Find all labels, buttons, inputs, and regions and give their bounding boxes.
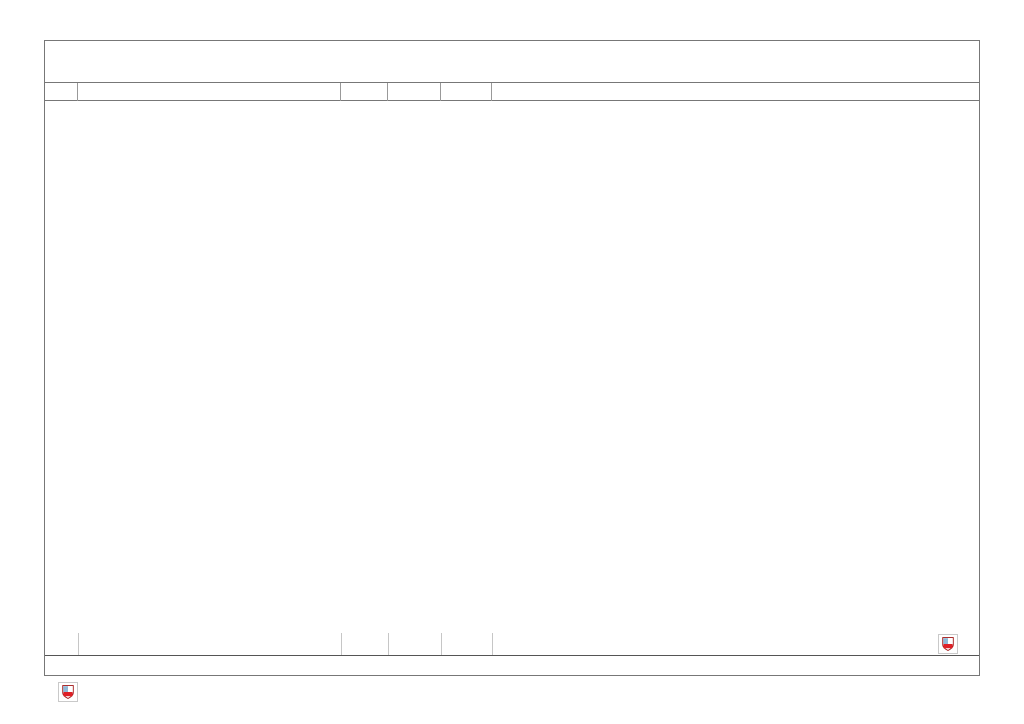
- col-header-to: [441, 83, 492, 101]
- minsa-label: [938, 655, 982, 670]
- peru-coat-of-arms-icon: [938, 634, 958, 654]
- check-icon: [985, 645, 1012, 672]
- col-header-name: [78, 83, 341, 101]
- page-title: [45, 41, 979, 83]
- peru-minsa-logo-right: [938, 634, 982, 670]
- peru-label: [958, 634, 982, 654]
- table-header: [45, 83, 979, 101]
- footer-divider: [45, 655, 979, 656]
- shield-icon: [62, 685, 74, 699]
- shield-icon: [942, 637, 954, 651]
- timeline-header: [492, 83, 979, 101]
- gantt-chart: [492, 101, 979, 633]
- col-header-id: [45, 83, 78, 101]
- col-header-from: [388, 83, 441, 101]
- schedule-sheet: [44, 40, 980, 676]
- col-header-duration: [341, 83, 388, 101]
- peru-minsa-logo-left: [58, 682, 102, 718]
- peru-coat-of-arms-icon: [58, 682, 78, 702]
- minsa-label: [58, 703, 102, 718]
- peru-label: [78, 682, 102, 702]
- table-tail: [45, 633, 979, 655]
